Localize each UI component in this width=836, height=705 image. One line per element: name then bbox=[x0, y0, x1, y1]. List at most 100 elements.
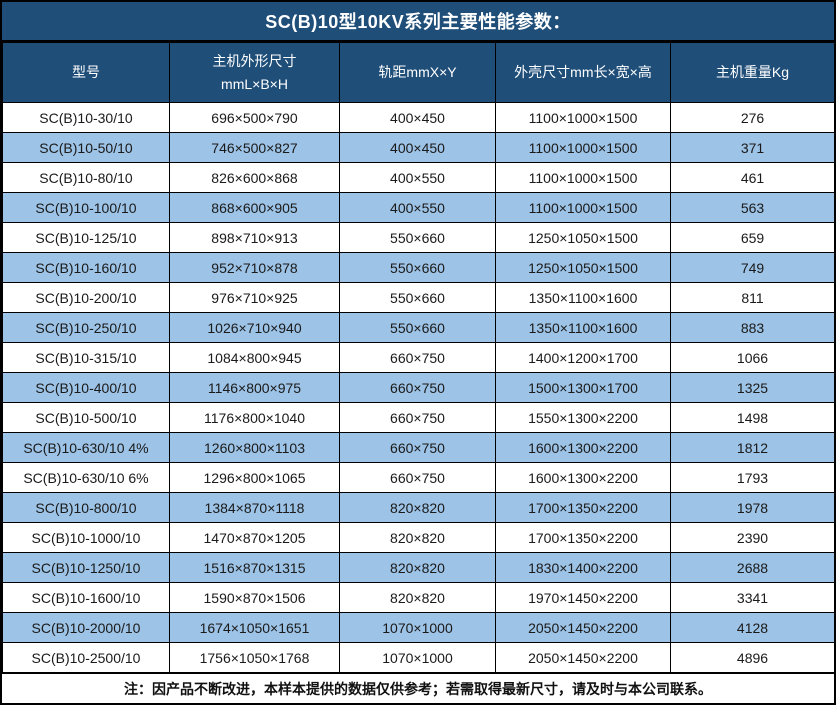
table-cell: SC(B)10-160/10 bbox=[2, 252, 170, 283]
table-cell: 1550×1300×2200 bbox=[495, 402, 671, 433]
table-cell: 1250×1050×1500 bbox=[495, 252, 671, 283]
page-title: SC(B)10型10KV系列主要性能参数： bbox=[2, 2, 834, 42]
table-cell: 1793 bbox=[670, 462, 835, 493]
table-cell: 1146×800×975 bbox=[169, 372, 340, 403]
table-cell: 400×550 bbox=[339, 192, 496, 223]
table-cell: 696×500×790 bbox=[169, 102, 340, 133]
table-header: 型号 主机外形尺寸 mmL×B×H 轨距mmX×Y 外壳尺寸mm长×宽×高 主机… bbox=[2, 42, 835, 103]
table-cell: 400×450 bbox=[339, 132, 496, 163]
table-row: SC(B)10-30/10 696×500×790 400×450 1100×1000… bbox=[2, 102, 835, 133]
table-cell: 2688 bbox=[670, 552, 835, 583]
table-cell: 1260×800×1103 bbox=[169, 432, 340, 463]
table-cell: 660×750 bbox=[339, 372, 496, 403]
table-cell: 883 bbox=[670, 312, 835, 343]
table-cell: 1600×1300×2200 bbox=[495, 462, 671, 493]
table-row: SC(B)10-2000/10 1674×1050×1651 1070×1000 20… bbox=[2, 612, 835, 643]
table-cell: 952×710×878 bbox=[169, 252, 340, 283]
table-cell: 1970×1450×2200 bbox=[495, 582, 671, 613]
table-cell: SC(B)10-200/10 bbox=[2, 282, 170, 313]
table-cell: 400×450 bbox=[339, 102, 496, 133]
table-cell: 826×600×868 bbox=[169, 162, 340, 193]
table-cell: 660×750 bbox=[339, 432, 496, 463]
table-cell: 4128 bbox=[670, 612, 835, 643]
table-cell: 1590×870×1506 bbox=[169, 582, 340, 613]
table-row: SC(B)10-630/10 4% 1260×800×1103 660×750 160… bbox=[2, 432, 835, 463]
table-row: SC(B)10-1250/10 1516×870×1315 820×820 1830×… bbox=[2, 552, 835, 583]
table-cell: 746×500×827 bbox=[169, 132, 340, 163]
table-cell: 550×660 bbox=[339, 312, 496, 343]
table-cell: SC(B)10-315/10 bbox=[2, 342, 170, 373]
table-row: SC(B)10-500/10 1176×800×1040 660×750 1550×1… bbox=[2, 402, 835, 433]
table-cell: 1384×870×1118 bbox=[169, 492, 340, 523]
table-cell: SC(B)10-1250/10 bbox=[2, 552, 170, 583]
table-cell: 1812 bbox=[670, 432, 835, 463]
table-cell: 1026×710×940 bbox=[169, 312, 340, 343]
table-cell: 1350×1100×1600 bbox=[495, 312, 671, 343]
table-cell: 1250×1050×1500 bbox=[495, 222, 671, 253]
table-cell: SC(B)10-800/10 bbox=[2, 492, 170, 523]
table-cell: 1100×1000×1500 bbox=[495, 162, 671, 193]
table-cell: 1400×1200×1700 bbox=[495, 342, 671, 373]
table-row: SC(B)10-2500/10 1756×1050×1768 1070×1000 20… bbox=[2, 642, 835, 673]
column-header-weight: 主机重量Kg bbox=[670, 42, 835, 103]
table-cell: 660×750 bbox=[339, 342, 496, 373]
table-cell: 2050×1450×2200 bbox=[495, 612, 671, 643]
table-row: SC(B)10-160/10 952×710×878 550×660 1250×105… bbox=[2, 252, 835, 283]
table-cell: 1516×870×1315 bbox=[169, 552, 340, 583]
table-cell: 820×820 bbox=[339, 552, 496, 583]
table-cell: SC(B)10-630/10 4% bbox=[2, 432, 170, 463]
table-cell: SC(B)10-125/10 bbox=[2, 222, 170, 253]
table-cell: 1500×1300×1700 bbox=[495, 372, 671, 403]
table-cell: 550×660 bbox=[339, 282, 496, 313]
table-cell: 1700×1350×2200 bbox=[495, 492, 671, 523]
footer-note: 注：因产品不断改进，本样本提供的数据仅供参考；若需取得最新尺寸，请及时与本公司联… bbox=[2, 673, 834, 703]
table-cell: 550×660 bbox=[339, 222, 496, 253]
table-cell: 1070×1000 bbox=[339, 642, 496, 673]
table-body: SC(B)10-30/10 696×500×790 400×450 1100×1000… bbox=[2, 102, 835, 673]
table-row: SC(B)10-1000/10 1470×870×1205 820×820 1700×… bbox=[2, 522, 835, 553]
table-cell: SC(B)10-1600/10 bbox=[2, 582, 170, 613]
table-cell: SC(B)10-630/10 6% bbox=[2, 462, 170, 493]
table-cell: 1296×800×1065 bbox=[169, 462, 340, 493]
table-cell: 820×820 bbox=[339, 582, 496, 613]
column-header-model: 型号 bbox=[2, 42, 170, 103]
spec-table: 型号 主机外形尺寸 mmL×B×H 轨距mmX×Y 外壳尺寸mm长×宽×高 主机… bbox=[2, 42, 835, 673]
table-row: SC(B)10-630/10 6% 1296×800×1065 660×750 160… bbox=[2, 462, 835, 493]
table-row: SC(B)10-200/10 976×710×925 550×660 1350×110… bbox=[2, 282, 835, 313]
table-cell: SC(B)10-30/10 bbox=[2, 102, 170, 133]
table-cell: SC(B)10-400/10 bbox=[2, 372, 170, 403]
table-cell: 550×660 bbox=[339, 252, 496, 283]
table-cell: SC(B)10-80/10 bbox=[2, 162, 170, 193]
header-row: 型号 主机外形尺寸 mmL×B×H 轨距mmX×Y 外壳尺寸mm长×宽×高 主机… bbox=[2, 42, 835, 103]
column-header-dimensions: 主机外形尺寸 mmL×B×H bbox=[169, 42, 340, 103]
table-row: SC(B)10-315/10 1084×800×945 660×750 1400×12… bbox=[2, 342, 835, 373]
table-cell: 461 bbox=[670, 162, 835, 193]
table-row: SC(B)10-50/10 746×500×827 400×450 1100×1000… bbox=[2, 132, 835, 163]
table-cell: SC(B)10-2000/10 bbox=[2, 612, 170, 643]
table-cell: 1498 bbox=[670, 402, 835, 433]
table-cell: 400×550 bbox=[339, 162, 496, 193]
table-cell: 1674×1050×1651 bbox=[169, 612, 340, 643]
table-cell: 1978 bbox=[670, 492, 835, 523]
table-cell: 1470×870×1205 bbox=[169, 522, 340, 553]
table-cell: 3341 bbox=[670, 582, 835, 613]
table-cell: 1350×1100×1600 bbox=[495, 282, 671, 313]
table-row: SC(B)10-250/10 1026×710×940 550×660 1350×11… bbox=[2, 312, 835, 343]
table-cell: 1700×1350×2200 bbox=[495, 522, 671, 553]
table-cell: 1176×800×1040 bbox=[169, 402, 340, 433]
table-cell: 1756×1050×1768 bbox=[169, 642, 340, 673]
table-cell: 2050×1450×2200 bbox=[495, 642, 671, 673]
table-cell: SC(B)10-2500/10 bbox=[2, 642, 170, 673]
table-row: SC(B)10-400/10 1146×800×975 660×750 1500×13… bbox=[2, 372, 835, 403]
table-cell: 898×710×913 bbox=[169, 222, 340, 253]
table-cell: 1100×1000×1500 bbox=[495, 132, 671, 163]
table-row: SC(B)10-1600/10 1590×870×1506 820×820 1970×… bbox=[2, 582, 835, 613]
table-cell: 1084×800×945 bbox=[169, 342, 340, 373]
table-cell: 976×710×925 bbox=[169, 282, 340, 313]
table-cell: 811 bbox=[670, 282, 835, 313]
column-header-enclosure-size: 外壳尺寸mm长×宽×高 bbox=[495, 42, 671, 103]
table-cell: 749 bbox=[670, 252, 835, 283]
table-cell: SC(B)10-500/10 bbox=[2, 402, 170, 433]
table-cell: 1325 bbox=[670, 372, 835, 403]
